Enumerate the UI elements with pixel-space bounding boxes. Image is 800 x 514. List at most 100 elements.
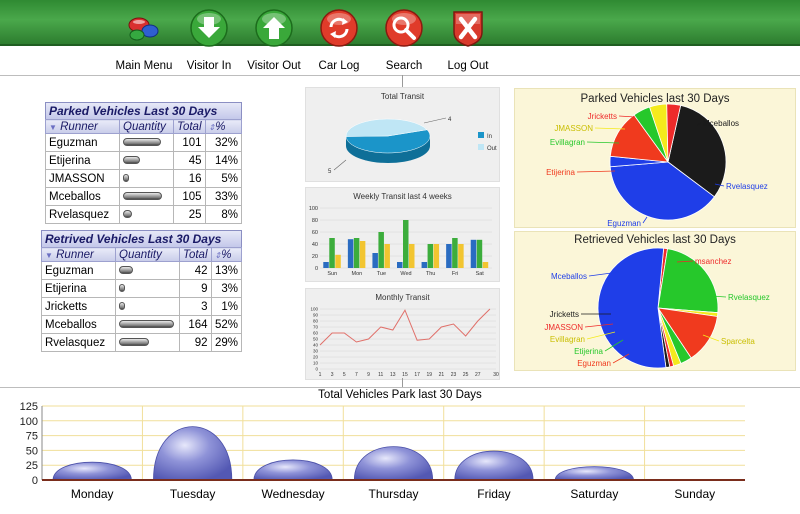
pie-label: Rvelasquez bbox=[726, 182, 768, 191]
table-row[interactable]: Mceballos 164 52% bbox=[41, 315, 243, 334]
nav-visitor-in-button[interactable]: Visitor In bbox=[169, 8, 249, 76]
bar bbox=[397, 262, 403, 268]
data-label: 4 bbox=[448, 117, 452, 123]
x-tick-label: Mon bbox=[352, 271, 363, 277]
leader-line bbox=[584, 323, 614, 328]
table-row[interactable]: Rvelasquez 92 29% bbox=[41, 333, 243, 352]
col-total[interactable]: Total bbox=[173, 119, 206, 134]
bar bbox=[554, 466, 634, 481]
bar bbox=[452, 238, 458, 268]
col-quantity[interactable]: Quantity bbox=[119, 119, 174, 134]
nav-car-log-label: Car Log bbox=[318, 60, 360, 72]
x-tick-label: 27 bbox=[475, 372, 481, 378]
bar bbox=[253, 459, 333, 481]
runner-cell: Rvelasquez bbox=[41, 333, 116, 352]
total-cell: 105 bbox=[173, 187, 206, 206]
y-tick-label: 20 bbox=[313, 355, 319, 360]
bar bbox=[476, 239, 483, 268]
quantity-cell bbox=[115, 333, 180, 352]
pie-label: msanchez bbox=[695, 257, 731, 266]
x-tick-label: Friday bbox=[477, 487, 510, 501]
col-quantity[interactable]: Quantity bbox=[115, 247, 180, 262]
leader-line bbox=[423, 117, 447, 124]
bar bbox=[372, 253, 378, 268]
quantity-cell bbox=[119, 187, 174, 206]
pct-cell: 29% bbox=[210, 333, 243, 352]
nav-car-log-button[interactable]: Car Log bbox=[299, 8, 379, 76]
quantity-cell bbox=[119, 151, 174, 170]
bar bbox=[347, 239, 354, 268]
y-tick-label: 125 bbox=[20, 401, 38, 413]
nav-visitor-in-label: Visitor In bbox=[186, 60, 232, 72]
x-tick-label: Tuesday bbox=[170, 487, 216, 501]
leader-line bbox=[676, 260, 694, 263]
y-tick-label: 80 bbox=[312, 218, 318, 224]
leader-line bbox=[604, 339, 624, 352]
retrieved-pie-chart: msanchez Rvelasquez Sparcelta Eguzman Etijer… bbox=[544, 247, 770, 369]
y-tick-label: 60 bbox=[313, 331, 319, 336]
x-tick-label: Thu bbox=[426, 271, 435, 277]
nav-divider bbox=[0, 75, 800, 76]
col-pct[interactable]: ⇕% bbox=[204, 119, 243, 134]
x-tick-label: 11 bbox=[378, 372, 383, 378]
x-tick-label: 17 bbox=[414, 372, 420, 378]
total-cell: 42 bbox=[179, 261, 212, 280]
table-row[interactable]: Etijerina 45 14% bbox=[45, 151, 243, 170]
pct-cell: 52% bbox=[210, 315, 243, 334]
table-row[interactable]: Eguzman 42 13% bbox=[41, 261, 243, 280]
bar bbox=[403, 220, 409, 268]
bar bbox=[384, 244, 390, 268]
monthly-transit-panel: Monthly Transit 0 10 20 30 40 50 60 70 80 90 100 1 3… bbox=[305, 288, 500, 380]
col-runner[interactable]: ▼ Runner bbox=[41, 247, 116, 262]
pie-label: Mceballos bbox=[551, 272, 587, 281]
quantity-bar bbox=[123, 156, 140, 165]
col-total[interactable]: Total bbox=[179, 247, 212, 262]
leader-line bbox=[714, 183, 725, 187]
y-tick-label: 80 bbox=[313, 319, 319, 324]
runner-cell: Eguzman bbox=[41, 261, 116, 280]
quantity-bar bbox=[123, 174, 129, 183]
bar bbox=[359, 241, 366, 268]
table-row[interactable]: Rvelasquez 25 8% bbox=[45, 205, 243, 224]
nav-search-button[interactable]: Search bbox=[364, 8, 444, 76]
sort-arrow-icon: ▼ bbox=[45, 250, 53, 260]
runner-cell: JMASSON bbox=[45, 169, 120, 188]
x-tick-label: Thursday bbox=[368, 487, 418, 501]
leader-line bbox=[612, 353, 630, 364]
leader-line bbox=[333, 159, 347, 171]
x-tick-label: Monday bbox=[71, 487, 114, 501]
total-cell: 92 bbox=[179, 333, 212, 352]
quantity-bar bbox=[123, 192, 162, 201]
table-row[interactable]: JMASSON 16 5% bbox=[45, 169, 243, 188]
retrieved-pie-panel: Retrieved Vehicles last 30 Days msanchez… bbox=[514, 231, 796, 371]
parked-pie-chart: Mceballos Rvelasquez Eguzman Etijerina Evill… bbox=[546, 103, 768, 228]
retrieved-vehicles-table: Retrived Vehicles Last 30 Days ▼ Runner … bbox=[41, 230, 243, 352]
nav-main-menu-button[interactable]: Main Menu bbox=[104, 8, 184, 76]
nav-log-out-button[interactable]: Log Out bbox=[428, 8, 508, 76]
leader-line bbox=[710, 295, 727, 298]
arrow-down-icon bbox=[190, 9, 228, 47]
center-tick-bottom bbox=[402, 378, 403, 388]
pct-cell: 14% bbox=[204, 151, 243, 170]
leader-line bbox=[586, 141, 620, 144]
col-pct[interactable]: ⇕% bbox=[210, 247, 243, 262]
data-label: 5 bbox=[328, 169, 332, 175]
x-tick-label: 30 bbox=[493, 372, 499, 378]
nav-visitor-out-button[interactable]: Visitor Out bbox=[234, 8, 314, 76]
bar bbox=[353, 238, 360, 268]
table-row[interactable]: Jricketts 3 1% bbox=[41, 297, 243, 316]
center-tick-top bbox=[402, 75, 403, 87]
sort-arrow-icon: ⇕ bbox=[208, 122, 216, 132]
bar bbox=[52, 461, 132, 481]
retrieved-table-title: Retrived Vehicles Last 30 Days bbox=[41, 230, 242, 247]
x-tick-label: 19 bbox=[426, 372, 432, 378]
pie-slice bbox=[597, 247, 667, 369]
x-tick-label: 21 bbox=[439, 372, 445, 378]
parked-table-header: ▼ Runner Quantity Total ⇕% bbox=[45, 119, 243, 134]
table-row[interactable]: Eguzman 101 32% bbox=[45, 133, 243, 152]
table-row[interactable]: Etijerina 9 3% bbox=[41, 279, 243, 298]
leader-line bbox=[642, 216, 648, 224]
x-tick-label: 9 bbox=[367, 372, 370, 378]
col-runner[interactable]: ▼ Runner bbox=[45, 119, 120, 134]
table-row[interactable]: Mceballos 105 33% bbox=[45, 187, 243, 206]
